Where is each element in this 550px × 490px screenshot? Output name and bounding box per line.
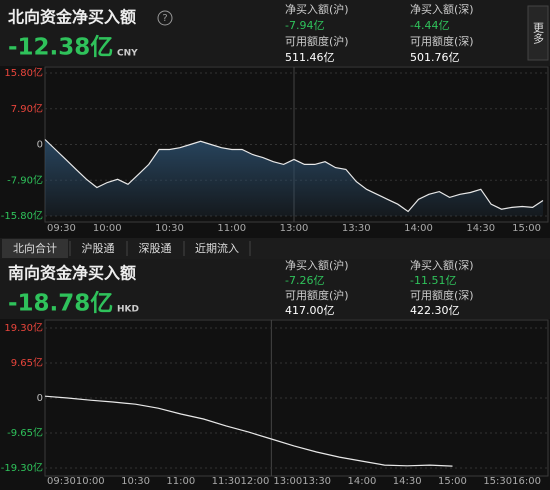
stat-label: 可用额度(深) [410,34,474,48]
tab-selected[interactable] [2,239,68,258]
y-tick-label: 7.90亿 [11,102,43,115]
stat-value: -11.51亿 [410,274,456,287]
x-tick-label: 10:00 [76,476,105,487]
stat-label: 净买入额(深) [410,2,474,16]
x-tick-label: 09:30 [47,223,76,234]
y-tick-label: 19.30亿 [4,321,43,334]
y-tick-label: -15.80亿 [1,209,43,222]
stat-label: 可用额度(深) [410,288,474,302]
help-mark[interactable]: ? [162,13,167,24]
x-tick-label: 09:30 [47,476,76,487]
y-tick-label: 9.65亿 [11,356,43,369]
x-tick-label: 13:30 [302,476,331,487]
stat-label: 可用额度(沪) [285,288,349,302]
tab[interactable]: 北向合计 [13,241,57,255]
y-tick-label: -9.65亿 [7,426,43,439]
x-tick-label: 14:00 [347,476,376,487]
line [44,139,544,213]
x-tick-label: 13:00 [280,223,309,234]
stat-label: 净买入额(深) [410,258,474,272]
x-tick-label: 15:00 [438,476,467,487]
tab[interactable]: 沪股通 [82,241,115,255]
more-label[interactable]: 更多 [532,22,545,45]
x-tick-label: 10:00 [93,223,122,234]
x-tick-label: 11:00 [166,476,195,487]
north-currency: CNY [117,49,138,59]
x-tick-label: 14:30 [393,476,422,487]
stat-value: -7.94亿 [285,19,324,32]
help-icon[interactable] [157,10,173,26]
north-header [0,0,550,66]
tab[interactable]: 近期流入 [195,241,239,255]
stat-value: 417.00亿 [285,304,335,317]
stat-value: 501.76亿 [410,51,460,64]
x-tick-label: 12:00 [241,476,270,487]
x-tick-label: 13:30 [342,223,371,234]
south-header [0,259,550,319]
stat-label: 净买入额(沪) [285,2,349,16]
tab[interactable]: 深股通 [139,242,172,255]
south-currency: HKD [117,305,139,315]
line [44,395,453,467]
stat-value: -4.44亿 [410,19,449,32]
x-tick-label: 13:00 [273,476,302,487]
y-tick-label: 0 [37,393,43,404]
stat-label: 可用额度(沪) [285,34,349,48]
tab-bar [0,238,550,259]
area [45,139,543,216]
y-tick-label: -19.30亿 [1,461,43,474]
north-value: -12.38亿 [8,35,113,61]
south-value: -18.78亿 [8,291,113,317]
south-title: 南向资金净买入额 [8,264,136,283]
x-tick-label: 16:00 [512,476,541,487]
x-tick-label: 11:30 [212,476,241,487]
x-tick-label: 11:00 [217,223,246,234]
x-tick-label: 14:30 [466,223,495,234]
stat-value: -7.26亿 [285,274,324,287]
x-tick-label: 14:00 [404,223,433,234]
north-title: 北向资金净买入额 [8,8,136,27]
y-tick-label: -7.90亿 [7,173,43,186]
stat-value: 511.46亿 [285,51,335,64]
x-tick-label: 15:30 [483,476,512,487]
x-tick-label: 15:00 [512,223,541,234]
more-button[interactable] [527,5,549,61]
x-tick-label: 10:30 [155,223,184,234]
stat-label: 净买入额(沪) [285,258,349,272]
x-tick-label: 10:30 [121,476,150,487]
y-tick-label: 0 [37,140,43,151]
y-tick-label: 15.80亿 [4,66,43,79]
stat-value: 422.30亿 [410,304,460,317]
